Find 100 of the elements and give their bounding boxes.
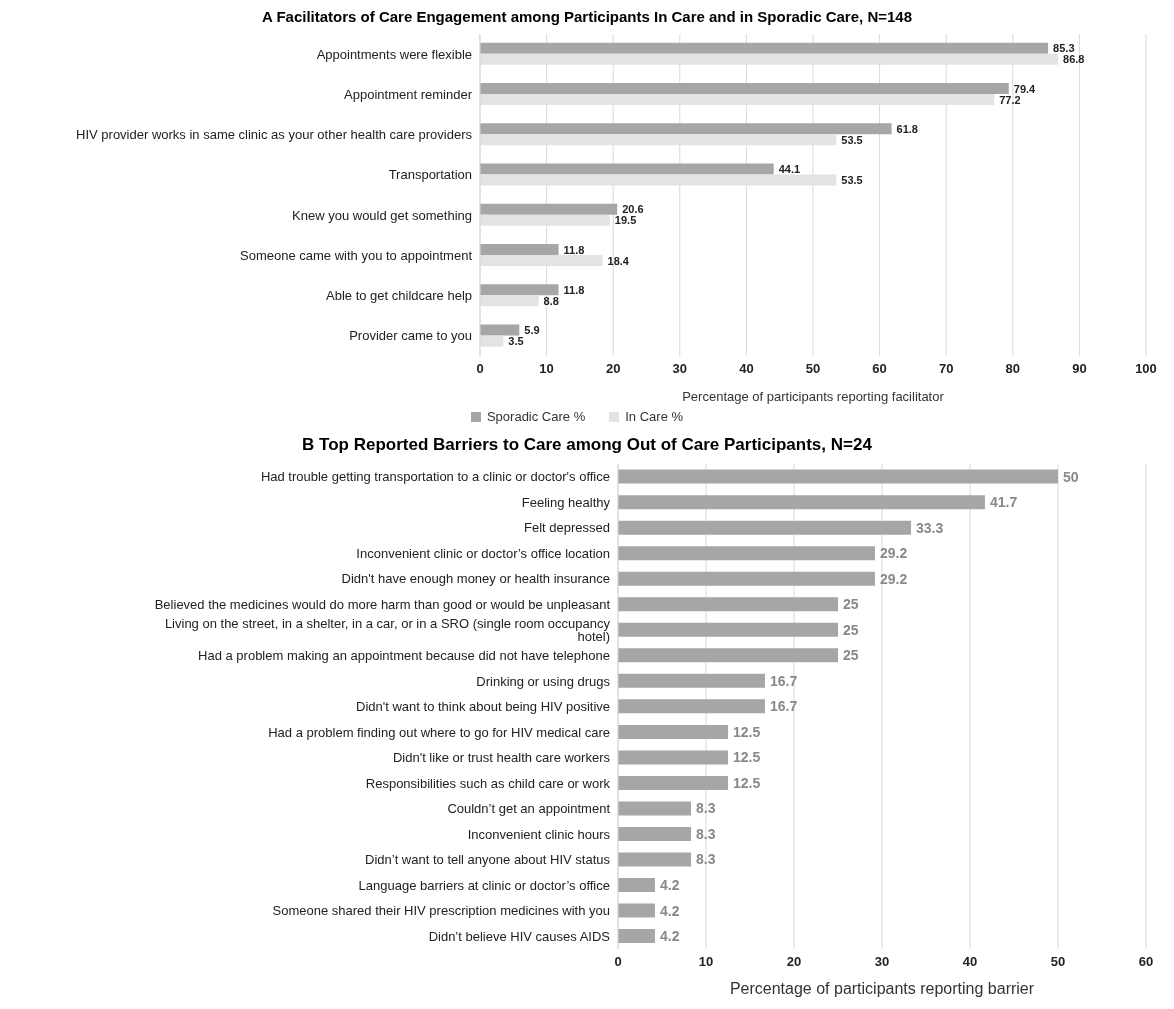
data-label: 85.3 xyxy=(1053,42,1075,55)
data-label: 18.4 xyxy=(607,254,630,267)
x-tick-label: 0 xyxy=(614,954,622,970)
y-tick-label: Believed the medicines would do more harm than good or would be unpleasant xyxy=(154,597,611,613)
data-label: 77.2 xyxy=(999,93,1021,106)
data-label: 4.2 xyxy=(659,928,680,945)
bar xyxy=(618,469,1058,484)
bar xyxy=(480,123,892,135)
y-tick-label: Couldn’t get an appointment xyxy=(447,801,611,817)
bar xyxy=(480,284,559,296)
y-tick-label: Able to get childcare help xyxy=(326,288,472,304)
data-label: 5.9 xyxy=(524,324,540,337)
data-label: 79.4 xyxy=(1013,82,1037,95)
data-label: 53.5 xyxy=(841,133,863,146)
data-label: 50 xyxy=(1063,468,1079,485)
y-tick-label: Had a problem finding out where to go for HIV medical care xyxy=(268,724,610,740)
data-label: 4.2 xyxy=(659,877,680,894)
x-tick-label: 0 xyxy=(476,361,484,377)
y-tick-label: Transportation xyxy=(388,167,472,183)
bar xyxy=(480,163,774,175)
bar xyxy=(618,750,728,765)
data-label: 8.3 xyxy=(696,825,716,842)
y-tick-label: Had a problem making an appointment because did not have telephone xyxy=(198,648,610,664)
x-tick-label: 40 xyxy=(962,954,978,970)
bar xyxy=(618,622,838,637)
bar xyxy=(618,724,728,739)
bar xyxy=(618,495,985,510)
legend-label: Sporadic Care % xyxy=(485,409,586,424)
bar xyxy=(618,673,765,688)
x-tick-label: 10 xyxy=(539,361,554,377)
bar xyxy=(618,929,655,944)
y-tick-label: Someone shared their HIV prescription medicines with you xyxy=(272,903,610,919)
bar xyxy=(618,520,912,535)
x-axis-title: Percentage of participants reporting facilitator xyxy=(682,389,945,404)
bar xyxy=(618,826,692,841)
bar xyxy=(480,42,1049,54)
data-label: 19.5 xyxy=(614,214,637,227)
data-label: 12.5 xyxy=(733,723,761,740)
data-label: 12.5 xyxy=(733,749,761,766)
data-label: 41.7 xyxy=(989,494,1018,511)
data-label: 3.5 xyxy=(508,335,524,348)
y-tick-label: Appointment reminder xyxy=(344,86,473,102)
x-tick-label: 20 xyxy=(605,361,621,377)
data-label: 8.3 xyxy=(696,800,716,817)
data-label: 8.8 xyxy=(543,294,559,307)
bar xyxy=(480,83,1009,95)
y-tick-label: Had trouble getting transportation to a clinic or doctor's office xyxy=(260,469,610,485)
y-tick-label: Inconvenient clinic hours xyxy=(467,826,611,842)
data-label: 25 xyxy=(843,621,859,638)
y-tick-label: Living on the street, in a shelter, in a car, or in a SRO (single room occupancy hotel) xyxy=(164,616,611,645)
y-tick-label: Language barriers at clinic or doctor’s office xyxy=(358,877,610,893)
y-tick-label: Someone came with you to appointment xyxy=(240,247,473,263)
y-tick-label: Responsibilities such as child care or work xyxy=(365,775,611,791)
bar xyxy=(480,324,520,336)
bar xyxy=(618,852,692,867)
y-tick-label: Drinking or using drugs xyxy=(476,673,611,689)
y-tick-label: Feeling healthy xyxy=(521,494,611,510)
data-label: 61.8 xyxy=(896,122,919,135)
data-label: 33.3 xyxy=(916,519,944,536)
y-tick-label: Didn’t believe HIV causes AIDS xyxy=(428,928,611,944)
data-label: 44.1 xyxy=(778,163,801,176)
data-label: 29.2 xyxy=(879,570,908,587)
data-label: 25 xyxy=(843,596,859,613)
y-tick-label: Knew you would get something xyxy=(292,207,472,223)
data-label: 8.3 xyxy=(696,851,716,868)
data-label: 20.6 xyxy=(622,203,644,216)
data-label: 53.5 xyxy=(841,174,863,187)
x-tick-label: 50 xyxy=(805,361,821,377)
bar xyxy=(618,775,728,790)
y-tick-label: Didn’t want to tell anyone about HIV status xyxy=(365,852,611,868)
bar xyxy=(618,903,655,918)
legend-label: In Care % xyxy=(624,409,684,424)
y-tick-label: HIV provider works in same clinic as your other health care providers xyxy=(76,127,473,143)
bar xyxy=(618,597,838,612)
y-tick-label: Didn't have enough money or health insurance xyxy=(341,571,610,587)
data-label: 4.2 xyxy=(659,902,680,919)
data-label: 12.5 xyxy=(733,774,761,791)
data-label: 11.8 xyxy=(563,283,585,296)
x-tick-label: 30 xyxy=(672,361,688,377)
chart-title: B Top Reported Barriers to Care among Out of Care Participants, N=24 xyxy=(301,435,873,455)
data-label: 16.7 xyxy=(769,698,798,715)
data-label: 25 xyxy=(843,647,859,664)
bar xyxy=(618,571,875,586)
x-axis-title: Percentage of participants reporting barrier xyxy=(729,980,1035,997)
chart-title: A Facilitators of Care Engagement among Participants In Care and in Sporadic Care, N=148 xyxy=(260,8,913,25)
y-tick-label: Appointments were flexible xyxy=(316,46,472,62)
y-tick-label: Didn't want to think about being HIV positive xyxy=(356,699,610,715)
bar xyxy=(618,648,838,663)
x-tick-label: 90 xyxy=(1072,361,1087,377)
bar xyxy=(618,878,655,893)
bar xyxy=(618,699,765,714)
x-tick-label: 100 xyxy=(1135,361,1157,377)
y-tick-label: Didn't like or trust health care workers xyxy=(392,750,611,766)
data-label: 29.2 xyxy=(879,545,908,562)
x-tick-label: 40 xyxy=(739,361,754,377)
x-tick-label: 60 xyxy=(1138,954,1154,970)
x-tick-label: 60 xyxy=(872,361,887,377)
bar xyxy=(480,244,559,256)
x-tick-label: 30 xyxy=(874,954,890,970)
y-tick-label: Provider came to you xyxy=(349,328,472,344)
